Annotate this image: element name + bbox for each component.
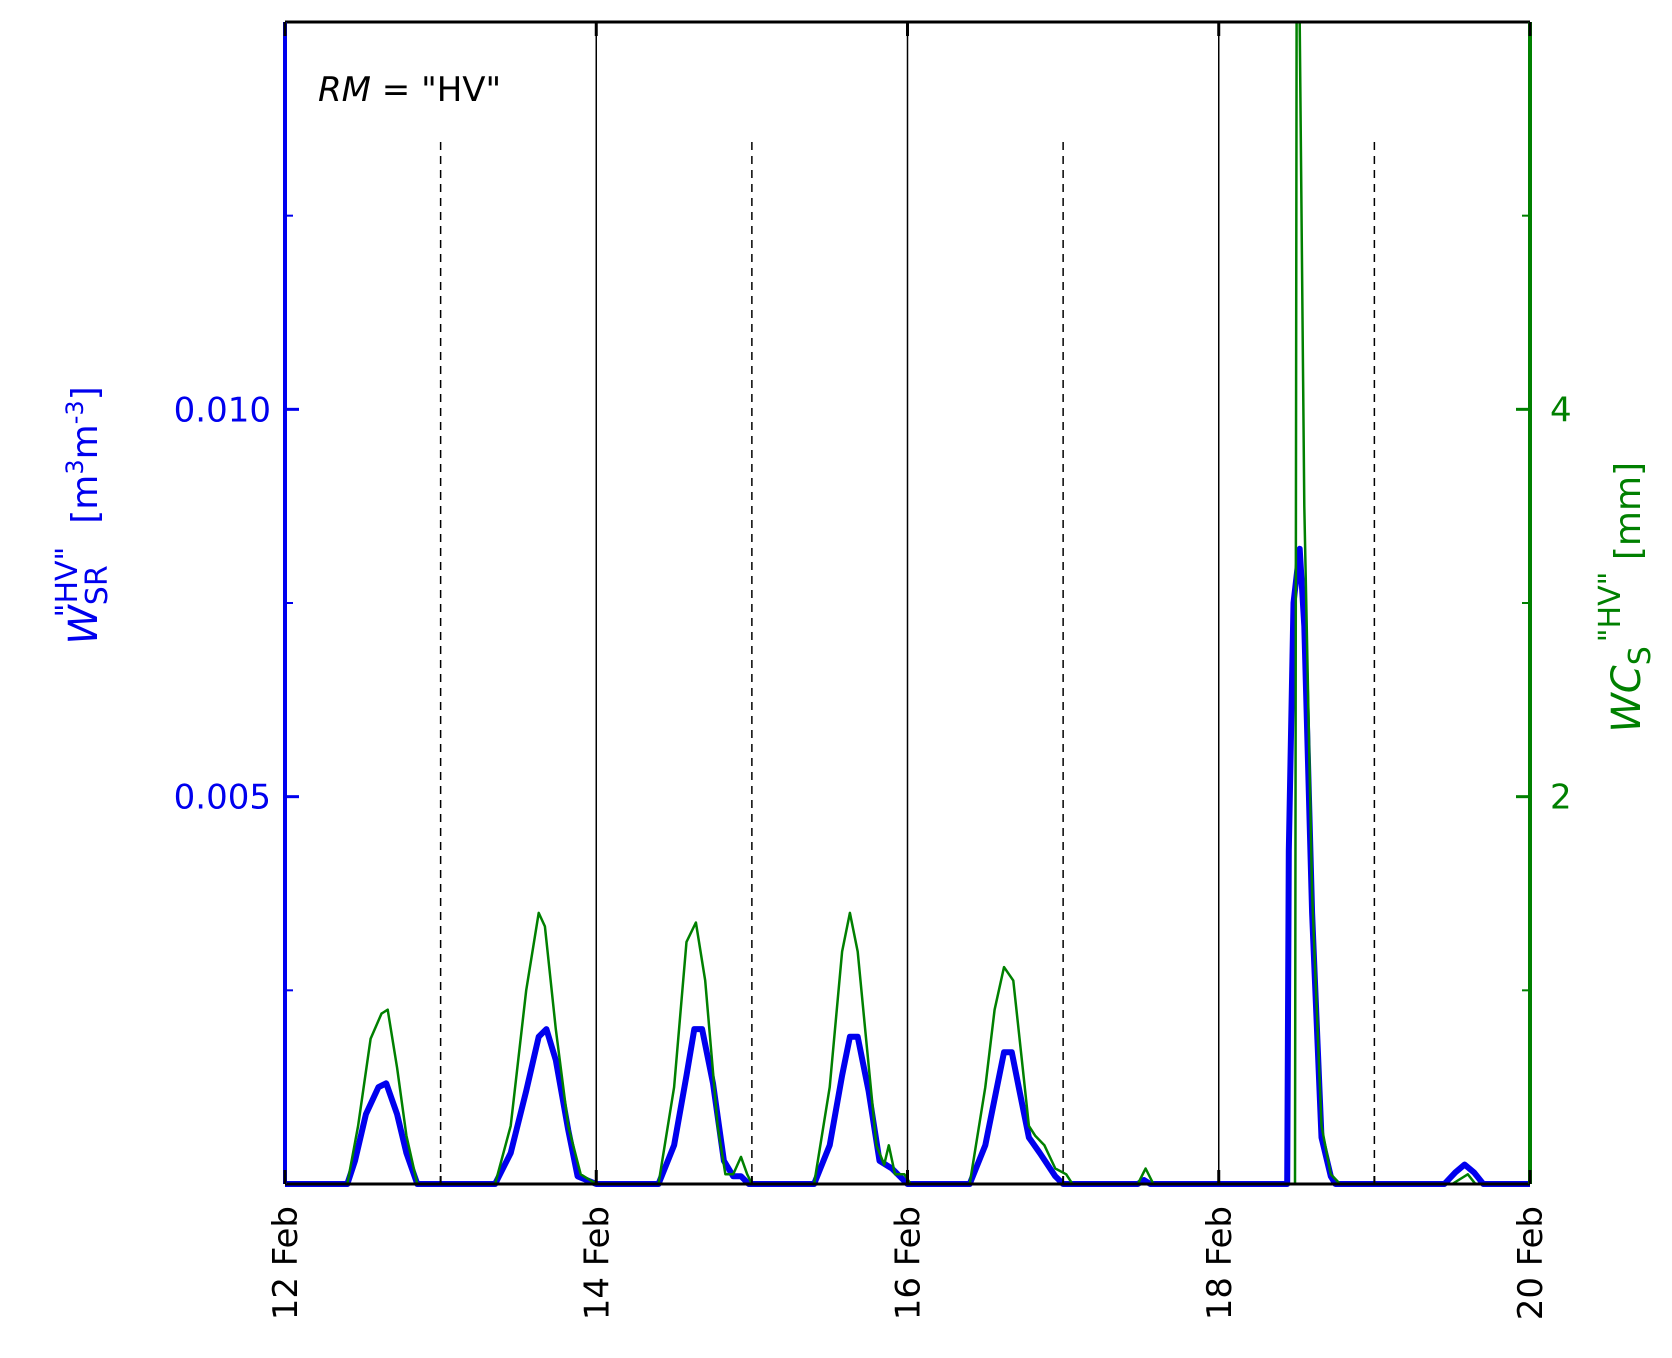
y-left-label-unit-sup2: -3 [61, 400, 89, 424]
x-tick-label-14: 14 Feb [577, 1206, 617, 1320]
y-left-label-sup: "HV" [50, 547, 85, 618]
y-right-label-main: WC [1604, 665, 1650, 733]
y-left-label-unit-mid: m [65, 424, 106, 459]
x-tick-label-18: 18 Feb [1200, 1206, 1240, 1320]
y-left-label-main: W [61, 604, 107, 645]
y-right-label-unit: [mm] [1608, 462, 1649, 572]
y-left-label-sub: SR [80, 565, 115, 605]
axis-ticks: 12 Feb 14 Feb 16 Feb 18 Feb 20 Feb 0.005 0.010… [174, 22, 1572, 1320]
series-line-left [285, 545, 1530, 1187]
y-left-label-unit-close: ] [65, 386, 106, 400]
y-right-axis-label: WCS "HV" [mm] [1593, 428, 1658, 790]
annotation-value: = "HV" [371, 70, 501, 110]
y-left-axis-label: WSR"HV" [m3m-3] [50, 352, 115, 702]
annotation: RM = "HV" [318, 70, 501, 110]
gridlines [439, 22, 1376, 1184]
annotation-variable: RM [318, 70, 371, 110]
x-tick-label-12: 12 Feb [266, 1206, 306, 1320]
y-left-tick-label-0.005: 0.005 [174, 778, 271, 818]
y-left-label-unit-open: [m [65, 475, 106, 547]
y-right-tick-label-4: 4 [1550, 390, 1572, 430]
x-tick-label-16: 16 Feb [889, 1206, 929, 1320]
y-left-tick-label-0.01: 0.010 [174, 390, 271, 430]
y-right-label-sub: S [1623, 646, 1658, 665]
y-right-tick-label-2: 2 [1550, 778, 1572, 818]
x-tick-label-20: 20 Feb [1511, 1206, 1551, 1320]
y-left-label-unit-sup1: 3 [61, 459, 89, 474]
y-right-label-sup: "HV" [1593, 572, 1628, 643]
